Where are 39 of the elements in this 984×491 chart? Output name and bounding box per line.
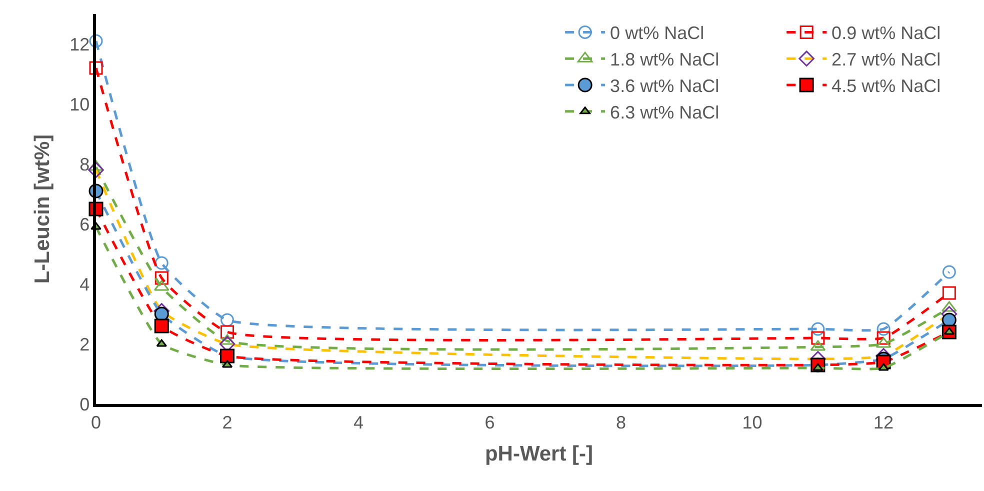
x-tick-label: 6 <box>484 412 495 432</box>
point <box>811 322 825 336</box>
x-tick-label: 2 <box>222 412 232 432</box>
y-tick-label: 12 <box>70 34 90 54</box>
point <box>154 256 168 270</box>
x-tick-label: 10 <box>742 412 762 432</box>
point <box>942 265 956 279</box>
legend-label: 2.7 wt% NaCl <box>832 50 941 70</box>
legend-label: 6.3 wt% NaCl <box>610 102 720 122</box>
x-tick-label: 4 <box>354 412 364 432</box>
y-tick-label: 10 <box>70 94 90 114</box>
legend-label: 0 wt% NaCl <box>610 23 704 44</box>
point <box>220 313 234 327</box>
point <box>811 331 825 345</box>
point <box>89 61 103 75</box>
legend-label: 0.9 wt% NaCl <box>832 23 941 44</box>
legend-label: 4.5 wt% NaCl <box>832 76 941 96</box>
y-axis-title: L-Leucin [wt%] <box>30 134 54 284</box>
x-tick-label: 12 <box>874 412 894 432</box>
point <box>154 271 168 285</box>
point <box>220 334 235 345</box>
point <box>942 301 957 312</box>
y-tick-label: 4 <box>80 274 90 294</box>
point <box>876 322 890 336</box>
y-tick-label: 8 <box>80 154 90 174</box>
point <box>876 331 890 345</box>
legend-label: 3.6 wt% NaCl <box>610 76 720 96</box>
x-axis-title: pH-Wert [-] <box>484 442 594 466</box>
point <box>154 318 169 334</box>
y-tick-label: 6 <box>80 214 90 234</box>
point <box>156 339 167 347</box>
legend-label: 1.8 wt% NaCl <box>610 50 720 70</box>
y-tick-label: 2 <box>80 334 90 354</box>
point <box>88 162 104 178</box>
point <box>89 34 103 48</box>
x-tick-label: 8 <box>616 412 626 432</box>
y-tick-label: 0 <box>80 394 90 414</box>
point <box>942 286 956 300</box>
point <box>220 325 234 339</box>
